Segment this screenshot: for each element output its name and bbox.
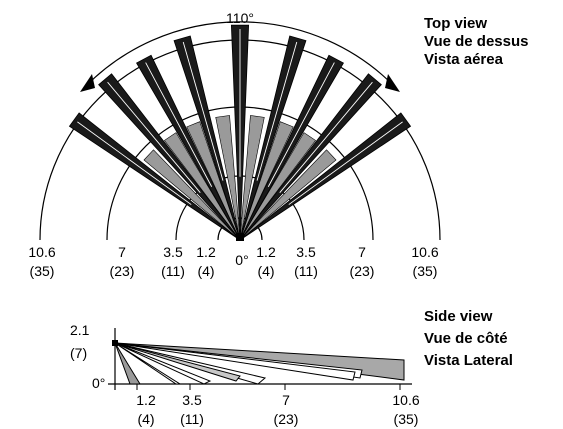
side-view-title-en: Side view — [424, 308, 493, 325]
range-label-right-1-2-ft: (4) — [257, 263, 275, 279]
range-label-left-10-6: 10.6 — [28, 244, 56, 260]
top-view-beam — [136, 54, 241, 241]
top-view-short-beam — [186, 121, 241, 241]
coverage-angle-arc — [84, 21, 396, 88]
top-view-beam — [68, 112, 241, 241]
coverage-angle-label: 110° — [226, 10, 254, 26]
top-view-short-beam — [239, 149, 337, 241]
side-range-label-10-6: 10.6 — [392, 392, 420, 408]
top-view-beam-gap — [279, 81, 373, 193]
side-sensor-icon — [112, 340, 118, 346]
side-range-label-1-2: 1.2 — [136, 392, 156, 408]
top-view-beam — [239, 35, 307, 241]
coverage-arrowhead-left — [80, 74, 95, 92]
top-view-beam-gap — [77, 121, 192, 205]
side-range-label-3-5-ft: (11) — [180, 411, 204, 427]
top-view-title-en: Top view — [424, 15, 488, 32]
side-range-label-7-ft: (23) — [273, 411, 299, 427]
top-view-diagram — [39, 21, 441, 241]
range-label-left-3-5-ft: (11) — [161, 263, 185, 279]
top-view-short-beam — [215, 115, 241, 241]
top-view-short-beam — [143, 149, 241, 241]
range-label-right-7-ft: (23) — [349, 263, 375, 279]
top-view-origin-label: 0° — [235, 252, 249, 268]
range-label-left-3-5: 3.5 — [163, 244, 183, 260]
side-range-label-3-5: 3.5 — [182, 392, 202, 408]
top-view-short-beam — [239, 115, 265, 241]
range-label-left-10-6-ft: (35) — [29, 263, 55, 279]
top-view-title-es: Vista aérea — [424, 51, 503, 68]
side-view-diagram — [108, 328, 412, 390]
range-label-left-1-2-ft: (4) — [197, 263, 215, 279]
top-view-beam — [239, 73, 382, 241]
top-view-beam-gap — [267, 62, 335, 187]
side-view-beam — [114, 342, 182, 385]
top-view-beam-gap — [107, 81, 201, 193]
top-view-beam — [98, 73, 241, 241]
top-view-beam-gap — [182, 41, 224, 181]
side-beams — [112, 340, 405, 385]
range-label-right-3-5-ft: (11) — [294, 263, 318, 279]
side-range-label-1-2-ft: (4) — [137, 411, 155, 427]
side-range-label-7: 7 — [282, 392, 290, 408]
range-label-left-7-ft: (23) — [109, 263, 135, 279]
side-view-beam — [114, 342, 241, 382]
side-height-label-ft: (7) — [70, 345, 88, 361]
detection-beams — [68, 24, 412, 241]
side-height-label: 2.1 — [70, 322, 90, 338]
top-view-beam-gap — [256, 41, 298, 181]
top-view-beam-gap — [145, 62, 213, 187]
range-label-right-7: 7 — [358, 244, 366, 260]
range-label-left-7: 7 — [118, 244, 126, 260]
top-view-beam — [239, 112, 412, 241]
top-view-beam — [173, 35, 241, 241]
top-view-short-beam — [239, 132, 317, 241]
range-label-right-3-5: 3.5 — [296, 244, 316, 260]
range-label-right-10-6-ft: (35) — [412, 263, 438, 279]
range-label-right-1-2: 1.2 — [256, 244, 276, 260]
side-view-title-fr: Vue de côté — [424, 330, 508, 347]
sensor-icon — [236, 233, 244, 241]
top-view-short-beam — [163, 132, 241, 241]
top-view-short-beam — [239, 121, 294, 241]
range-label-left-1-2: 1.2 — [196, 244, 216, 260]
top-view-beam — [239, 54, 344, 241]
side-origin-label: 0° — [92, 375, 106, 391]
range-label-right-10-6: 10.6 — [411, 244, 439, 260]
coverage-arrowhead-right — [385, 74, 400, 92]
top-view-beam-gap — [288, 121, 403, 205]
side-view-beam — [114, 342, 212, 385]
side-range-label-10-6-ft: (35) — [393, 411, 419, 427]
side-view-beam — [114, 342, 356, 381]
side-view-beam — [114, 342, 141, 385]
top-view-title-fr: Vue de dessus — [424, 33, 529, 50]
side-view-title-es: Vista Lateral — [424, 352, 513, 369]
